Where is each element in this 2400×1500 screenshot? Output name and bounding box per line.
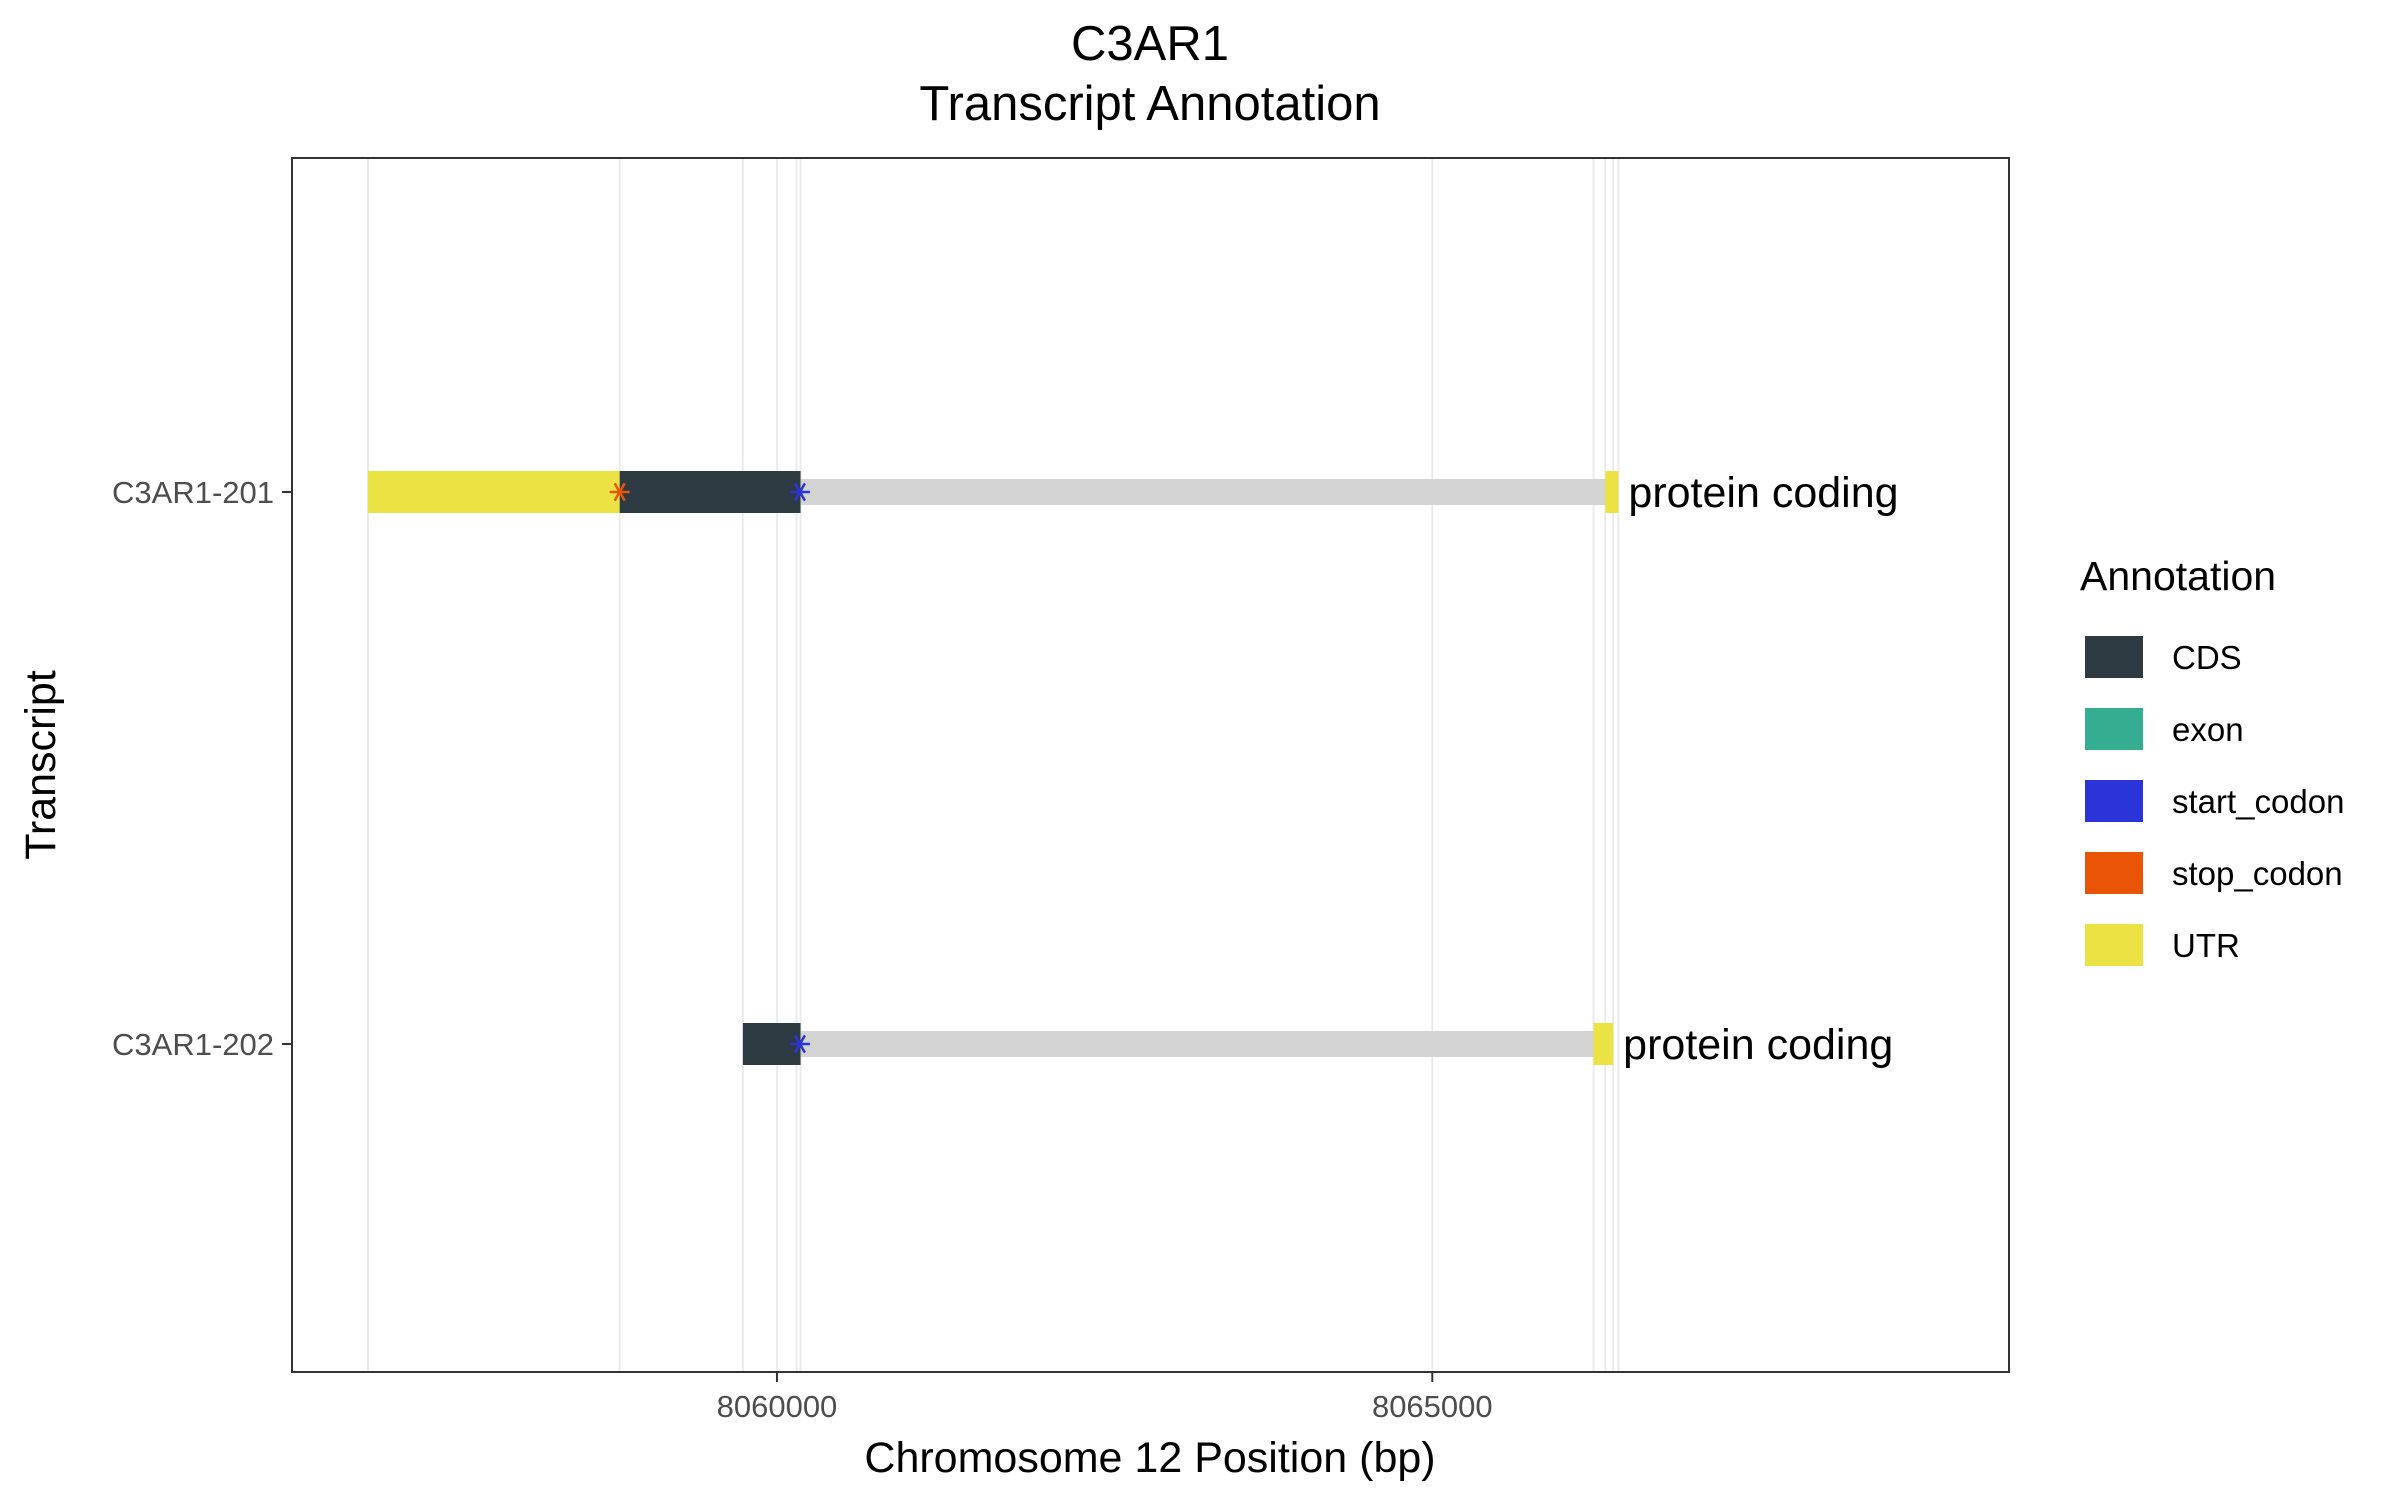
legend-label-UTR: UTR bbox=[2172, 927, 2240, 964]
intron-bar bbox=[796, 1031, 1614, 1057]
legend-swatch-CDS bbox=[2085, 636, 2143, 678]
cds-segment bbox=[619, 471, 801, 513]
utr-segment bbox=[368, 471, 620, 513]
transcript-biotype-label: protein coding bbox=[1628, 469, 1898, 517]
x-axis: 8060000 8065000 bbox=[717, 1372, 1493, 1424]
chart-title-line-1: C3AR1 bbox=[1071, 17, 1229, 71]
legend-label-exon: exon bbox=[2172, 711, 2244, 748]
stop-codon-marker bbox=[609, 482, 630, 502]
legend-swatch-stop-codon bbox=[2085, 852, 2143, 894]
legend-label-stop-codon: stop_codon bbox=[2172, 855, 2343, 892]
track-layer bbox=[368, 471, 1619, 1065]
y-axis-title: Transcript bbox=[17, 670, 65, 860]
legend-swatch-start-codon bbox=[2085, 780, 2143, 822]
label-layer: protein coding protein coding bbox=[1623, 469, 1898, 1069]
y-axis: C3AR1-202 C3AR1-201 bbox=[112, 475, 292, 1062]
chart-title-line-2: Transcript Annotation bbox=[919, 77, 1380, 131]
plot-panel-border bbox=[291, 157, 2010, 1373]
legend-swatch-UTR bbox=[2085, 924, 2143, 966]
legend-title: Annotation bbox=[2080, 553, 2276, 599]
codon-layer bbox=[609, 482, 810, 1054]
grid-layer bbox=[367, 158, 1620, 1372]
start-codon-marker bbox=[789, 482, 810, 502]
y-tick-label: C3AR1-201 bbox=[112, 475, 274, 510]
transcript-biotype-label: protein coding bbox=[1623, 1021, 1893, 1069]
legend-label-CDS: CDS bbox=[2172, 639, 2242, 676]
intron-bar bbox=[796, 479, 1619, 505]
y-tick-label: C3AR1-202 bbox=[112, 1027, 274, 1062]
x-axis-title: Chromosome 12 Position (bp) bbox=[864, 1434, 1435, 1482]
x-tick-label: 8060000 bbox=[717, 1389, 838, 1424]
utr-segment bbox=[1605, 471, 1619, 513]
utr-segment bbox=[1593, 1023, 1614, 1065]
legend-swatch-exon bbox=[2085, 708, 2143, 750]
start-codon-marker bbox=[789, 1034, 810, 1054]
x-tick-label: 8065000 bbox=[1372, 1389, 1493, 1424]
legend-label-start-codon: start_codon bbox=[2172, 783, 2344, 820]
legend: Annotation CDS exon start_codon stop_codon U… bbox=[2080, 553, 2344, 966]
